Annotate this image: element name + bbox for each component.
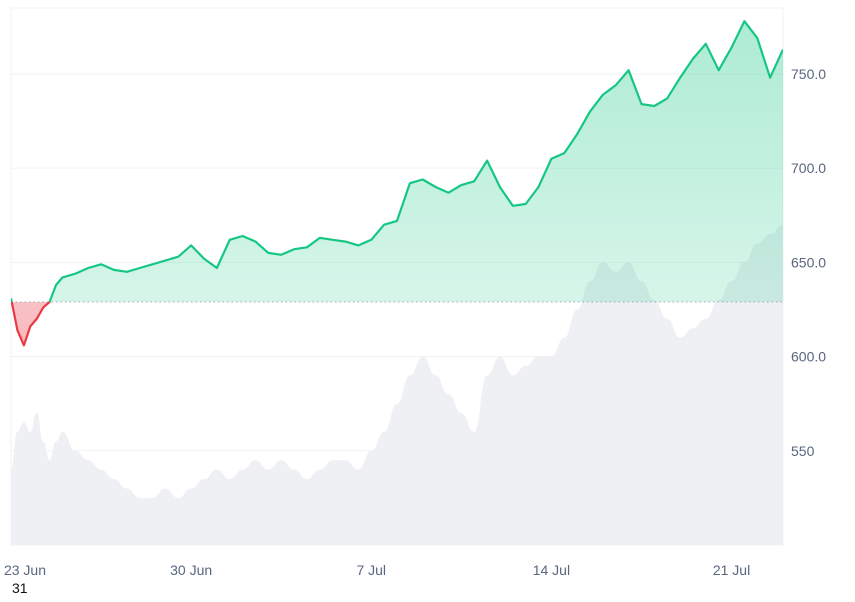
x-axis-labels: 23 Jun 30 Jun 7 Jul 14 Jul 21 Jul — [4, 562, 750, 578]
x-tick-label: 7 Jul — [356, 562, 386, 578]
y-tick-label: 700.0 — [791, 160, 826, 176]
volume-area — [11, 224, 783, 545]
x-tick-label: 21 Jul — [713, 562, 750, 578]
y-tick-label: 750.0 — [791, 66, 826, 82]
y-tick-label: 650.0 — [791, 254, 826, 270]
x-tick-label: 14 Jul — [533, 562, 570, 578]
x-tick-label: 30 Jun — [170, 562, 212, 578]
price-line-above-baseline — [11, 20, 783, 302]
y-axis-labels: 550 600.0 650.0 700.0 750.0 — [791, 66, 826, 459]
y-tick-label: 550 — [791, 443, 815, 459]
y-tick-label: 600.0 — [791, 349, 826, 365]
price-fill-above-baseline — [11, 21, 783, 302]
corner-label: 31 — [12, 580, 28, 596]
x-tick-label: 23 Jun — [4, 562, 46, 578]
